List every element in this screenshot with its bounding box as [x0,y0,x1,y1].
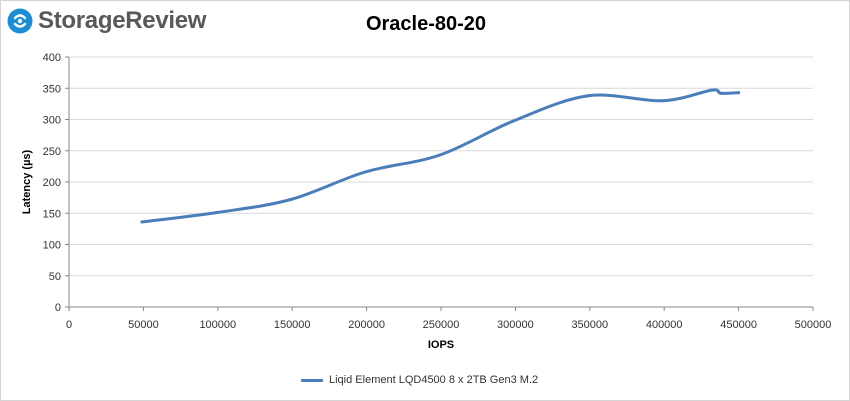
x-tick-label: 50000 [128,319,159,331]
y-tick-label: 350 [43,83,61,95]
x-tick-label: 300000 [497,319,534,331]
series-lines [140,88,741,224]
y-axis-title: Latency (µs) [21,149,33,214]
y-axis-ticks: 0 50 100 150 200 250 300 350 400 [43,52,69,314]
x-tick-label: 250000 [423,319,460,331]
x-tick-label: 350000 [571,319,608,331]
legend: Liqid Element LQD4500 8 x 2TB Gen3 M.2 [301,374,538,386]
data-point [719,91,723,95]
x-tick-label: 100000 [199,319,236,331]
y-tick-label: 300 [43,115,61,127]
data-point [710,88,714,92]
x-tick-label: 500000 [795,319,832,331]
data-point [512,119,516,123]
chart-title: Oracle-80-20 [365,13,487,35]
storagereview-logo-icon [7,8,33,34]
x-tick-label: 450000 [720,319,757,331]
y-tick-label: 400 [43,52,61,64]
x-tick-label: 400000 [646,319,683,331]
data-point [586,94,590,98]
x-tick-label: 150000 [274,319,311,331]
data-point [214,211,218,215]
legend-label: Liqid Element LQD4500 8 x 2TB Gen3 M.2 [329,374,539,386]
data-point [661,99,665,103]
x-tick-label: 0 [66,319,72,331]
y-tick-label: 150 [43,208,61,220]
y-tick-label: 50 [49,271,61,283]
y-tick-label: 0 [55,302,61,314]
y-tick-label: 250 [43,146,61,158]
x-axis-title: IOPS [428,339,454,351]
legend-swatch [301,378,323,382]
y-tick-label: 100 [43,240,61,252]
y-tick-label: 200 [43,177,61,189]
x-tick-label: 200000 [348,319,385,331]
x-axis-ticks: 0 50000 100000 150000 200000 250000 300000 3500… [66,307,831,331]
data-point [363,170,367,174]
gridlines [68,56,813,308]
data-point [140,220,144,224]
brand-name: StorageReview [38,7,207,34]
data-point [289,198,293,201]
brand-logo: StorageReview [7,7,206,35]
series-line [140,88,741,224]
data-point [737,91,741,95]
data-point [438,153,442,157]
